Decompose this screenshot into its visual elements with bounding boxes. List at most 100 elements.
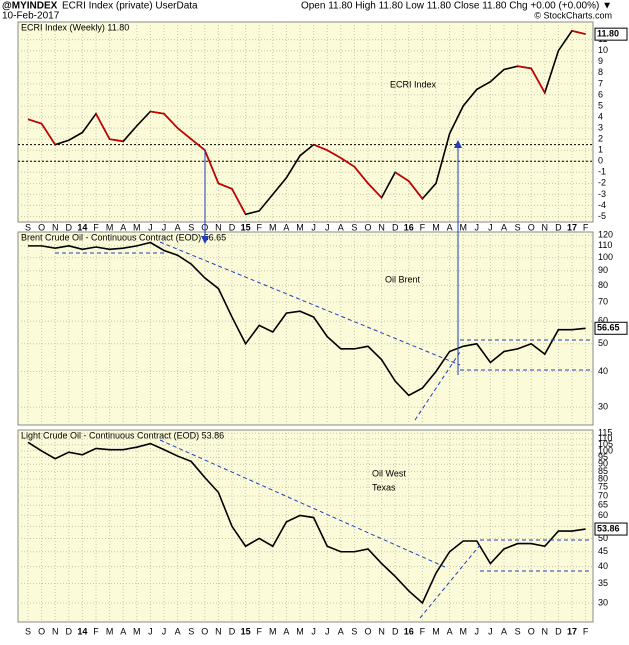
falling-segment bbox=[40, 123, 56, 146]
x-tick-label: F bbox=[583, 222, 589, 232]
y-tick-label: 0 bbox=[598, 156, 603, 166]
falling-segment bbox=[204, 149, 220, 184]
y-tick-label: 60 bbox=[598, 510, 608, 520]
falling-segment bbox=[530, 68, 546, 94]
x-tick-label: S bbox=[25, 626, 31, 636]
annotation: ECRI Index bbox=[390, 79, 437, 89]
x-tick-label: O bbox=[38, 626, 45, 636]
x-tick-label: 16 bbox=[404, 222, 414, 232]
quote: Open 11.80 High 11.80 Low 11.80 Close 11… bbox=[301, 1, 612, 12]
y-tick-label: 65 bbox=[598, 500, 608, 510]
y-tick-label: 100 bbox=[598, 252, 613, 262]
y-tick-label: 95 bbox=[598, 452, 608, 462]
x-tick-label: A bbox=[283, 626, 289, 636]
x-tick-label: A bbox=[175, 626, 181, 636]
last-value-box bbox=[594, 27, 628, 41]
x-tick-label: 17 bbox=[567, 626, 577, 636]
y-tick-label: 70 bbox=[598, 490, 608, 500]
x-tick-label: O bbox=[201, 626, 208, 636]
last-value-label: 11.80 bbox=[597, 29, 619, 39]
x-tick-label: A bbox=[175, 222, 181, 232]
y-tick-label: 70 bbox=[598, 296, 608, 306]
y-tick-label: 115 bbox=[598, 428, 612, 438]
x-tick-label: N bbox=[52, 626, 59, 636]
x-tick-label: J bbox=[475, 222, 480, 232]
x-tick-label: S bbox=[351, 222, 357, 232]
y-tick-label: 50 bbox=[598, 533, 608, 543]
annotation: Texas bbox=[372, 482, 396, 492]
y-tick-label: 30 bbox=[598, 402, 608, 412]
x-tick-label: S bbox=[515, 222, 521, 232]
x-tick-label: M bbox=[296, 222, 304, 232]
y-tick-label: 45 bbox=[598, 546, 608, 556]
x-tick-label: O bbox=[38, 222, 45, 232]
x-tick-label: D bbox=[392, 626, 399, 636]
x-tick-label: M bbox=[269, 626, 277, 636]
x-tick-label: A bbox=[447, 222, 453, 232]
x-tick-label: F bbox=[256, 626, 262, 636]
x-tick-label: S bbox=[188, 222, 194, 232]
x-tick-label: S bbox=[25, 222, 31, 232]
source: © StockCharts.com bbox=[534, 10, 612, 20]
annotation: Oil West bbox=[372, 468, 406, 478]
y-tick-label: 85 bbox=[598, 466, 608, 476]
x-tick-label: F bbox=[93, 626, 99, 636]
y-tick-label: -4 bbox=[598, 200, 606, 210]
x-tick-label: 14 bbox=[77, 222, 87, 232]
x-tick-label: J bbox=[148, 626, 153, 636]
x-tick-label: J bbox=[325, 626, 330, 636]
y-tick-label: 40 bbox=[598, 366, 608, 376]
x-tick-label: F bbox=[93, 222, 99, 232]
y-tick-label: 110 bbox=[598, 240, 612, 250]
x-tick-label: O bbox=[528, 222, 535, 232]
x-tick-label: S bbox=[351, 626, 357, 636]
y-tick-label: 8 bbox=[598, 67, 603, 77]
x-tick-label: J bbox=[162, 626, 167, 636]
trend-line bbox=[419, 544, 481, 619]
x-tick-label: D bbox=[229, 626, 236, 636]
falling-segment bbox=[218, 182, 233, 190]
y-tick-label: 60 bbox=[598, 316, 608, 326]
y-tick-label: -1 bbox=[598, 167, 606, 177]
x-tick-label: N bbox=[52, 222, 59, 232]
falling-segment bbox=[517, 65, 532, 70]
y-tick-label: 9 bbox=[598, 56, 603, 66]
y-tick-label: 35 bbox=[598, 578, 608, 588]
x-tick-label: M bbox=[269, 222, 277, 232]
falling-segment bbox=[353, 166, 369, 184]
x-tick-label: 17 bbox=[567, 222, 577, 232]
trend-line bbox=[159, 241, 461, 366]
y-tick-label: -3 bbox=[598, 189, 606, 199]
x-tick-label: S bbox=[515, 626, 521, 636]
y-tick-label: 90 bbox=[598, 459, 608, 469]
falling-segment bbox=[394, 171, 410, 182]
legend: ECRI Index (Weekly) 11.80 bbox=[21, 22, 129, 32]
y-tick-label: 5 bbox=[598, 100, 603, 110]
x-tick-label: J bbox=[488, 222, 493, 232]
falling-segment bbox=[190, 138, 206, 151]
series-line bbox=[27, 441, 586, 605]
falling-segment bbox=[150, 110, 165, 115]
y-tick-label: -2 bbox=[598, 178, 606, 188]
falling-segment bbox=[571, 30, 586, 35]
index-name: ECRI Index (private) UserData bbox=[62, 1, 198, 12]
falling-segment bbox=[163, 113, 179, 129]
last-value-box bbox=[594, 321, 628, 335]
x-tick-label: F bbox=[583, 626, 589, 636]
x-tick-label: M bbox=[459, 626, 467, 636]
x-tick-label: J bbox=[311, 626, 316, 636]
last-value-label: 53.86 bbox=[597, 523, 620, 533]
x-tick-label: J bbox=[148, 222, 153, 232]
legend: Light Crude Oil - Continuous Contract (E… bbox=[21, 430, 224, 440]
y-tick-label: 2 bbox=[598, 134, 603, 144]
x-tick-label: A bbox=[338, 626, 344, 636]
x-tick-label: O bbox=[528, 626, 535, 636]
y-tick-label: 1 bbox=[598, 145, 603, 155]
y-tick-label: 90 bbox=[598, 265, 608, 275]
x-tick-label: M bbox=[133, 626, 141, 636]
x-tick-label: F bbox=[420, 626, 426, 636]
falling-segment bbox=[367, 182, 383, 199]
falling-segment bbox=[326, 149, 342, 159]
falling-segment bbox=[231, 188, 247, 215]
x-tick-label: A bbox=[447, 626, 453, 636]
